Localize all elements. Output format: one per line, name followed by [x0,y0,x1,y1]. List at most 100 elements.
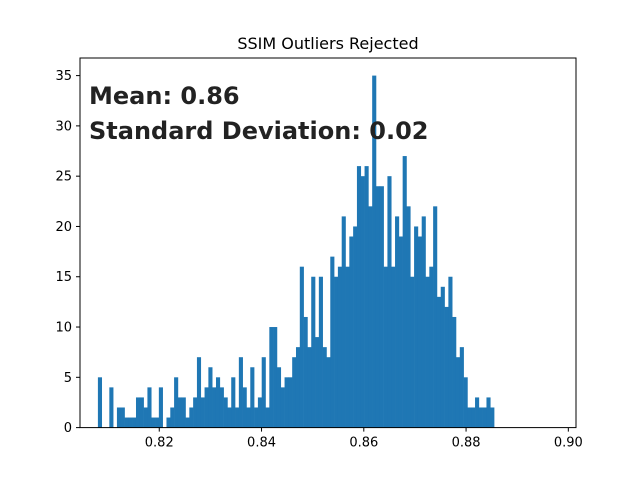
histogram-bar [215,377,221,428]
histogram-bar [406,206,411,428]
histogram-bar [463,377,468,428]
histogram-bar [402,156,407,428]
histogram-bar [383,266,388,428]
plot-frame [79,57,577,429]
histogram-bar [429,266,434,428]
x-tick-label: 0.88 [452,436,481,451]
histogram-bar [181,397,186,428]
histogram-bar [318,276,323,428]
histogram-bar [284,377,289,428]
histogram-bar [128,417,133,428]
histogram-bar [425,276,430,428]
histogram-bar [326,357,331,428]
histogram-bar [227,407,232,428]
histogram-bar [459,347,464,428]
histogram-bar [196,357,202,428]
histogram-bar [261,357,266,428]
histogram-bar [265,407,270,428]
histogram-bar [353,226,358,428]
histogram-bar [280,387,285,428]
y-tick-label: 25 [55,170,72,185]
histogram-bar [417,236,422,428]
histogram-bar [372,75,377,428]
histogram-bar [349,236,354,428]
histogram-bar [360,176,365,428]
histogram-bar [174,377,179,428]
y-axis: 0 5 10 15 20 25 30 35 [55,69,80,436]
histogram-bar [238,357,243,428]
histogram-bar [330,256,335,428]
histogram-bar [391,266,396,428]
histogram-bar [200,397,205,428]
histogram-bar [170,407,175,428]
histogram-bar [364,166,369,428]
histogram-bar [166,417,171,428]
chart-title: SSIM Outliers Rejected [237,34,418,53]
histogram-bar [440,286,445,428]
histogram-bar [444,306,449,428]
histogram-bar [482,407,487,428]
histogram-bar [490,407,495,428]
histogram-bar [433,206,438,428]
y-tick-label: 20 [55,220,72,235]
histogram-bar [337,266,342,428]
histogram-bar [158,387,163,428]
histogram-bar [250,367,255,428]
histogram-bar [109,387,114,428]
histogram-bar [334,276,339,428]
bars-group [97,75,495,428]
histogram-bar [231,377,236,428]
histogram-bar [276,367,282,428]
histogram-bar [345,266,350,428]
histogram-bar [475,397,480,428]
y-tick-label: 15 [55,270,72,285]
histogram-bar [307,347,312,428]
histogram-bar [177,397,183,428]
x-tick-label: 0.82 [145,436,174,451]
histogram-bar [395,216,400,428]
histogram-bar [471,407,476,428]
histogram-bar [143,407,148,428]
histogram-bar [120,407,125,428]
histogram-bar [254,407,259,428]
histogram-bar [116,407,122,428]
histogram-bar [135,397,141,428]
histogram-bar [410,276,415,428]
std-annotation: Standard Deviation: 0.02 [89,117,429,145]
histogram-bar [292,357,297,428]
histogram-bar [486,397,491,428]
histogram-bar [219,387,224,428]
y-tick-label: 30 [55,119,72,134]
histogram-bar [356,166,362,428]
histogram-bar [322,347,327,428]
histogram-bar [295,347,301,428]
histogram-bar [212,387,217,428]
histogram-bar [414,226,419,428]
histogram-bar [379,186,384,428]
histogram-bar [341,216,346,428]
histogram-bar [421,216,426,428]
x-tick-label: 0.84 [247,436,276,451]
histogram-bar [257,397,263,428]
histogram-bar [299,266,304,428]
mean-annotation: Mean: 0.86 [89,82,240,110]
histogram-bar [269,327,274,428]
y-tick-label: 0 [64,421,72,436]
histogram-bar [311,276,316,428]
histogram-bar [235,407,240,428]
histogram-bar [97,377,103,428]
histogram-bar [193,397,198,428]
histogram-bar [132,417,137,428]
histogram-bar [189,407,194,428]
histogram-bar [315,337,320,428]
histogram-bar [452,316,457,428]
histogram-bar [246,407,251,428]
histogram-bar [303,316,308,428]
histogram-bar [151,417,156,428]
x-tick-label: 0.86 [349,436,378,451]
x-axis: 0.82 0.84 0.86 0.88 0.90 [145,427,583,451]
histogram-bar [375,186,381,428]
histogram-bar [139,397,144,428]
histogram-bar [242,387,247,428]
histogram-bar [455,357,461,428]
